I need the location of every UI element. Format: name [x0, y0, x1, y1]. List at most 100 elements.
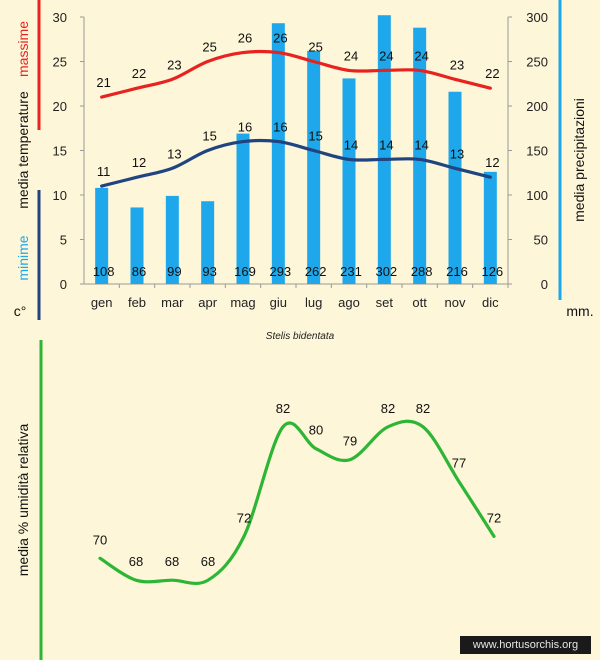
precipitation-bar — [165, 195, 179, 284]
max-temperature-label: 25 — [308, 40, 322, 55]
precipitation-bar — [271, 23, 285, 284]
min-temperature-label: 14 — [379, 137, 393, 152]
min-temperature-label: 16 — [238, 120, 252, 135]
precipitation-label: 262 — [305, 264, 327, 279]
humidity-label: 68 — [201, 554, 215, 569]
left-tick-label: 15 — [53, 144, 67, 159]
x-tick-label: set — [376, 295, 394, 310]
x-tick-label: gen — [91, 295, 113, 310]
x-tick-label: mag — [230, 295, 255, 310]
precipitation-bar — [236, 133, 250, 284]
precipitation-label: 86 — [132, 264, 146, 279]
precipitation-label: 216 — [446, 264, 468, 279]
left-tick-label: 10 — [53, 188, 67, 203]
precipitation-bar — [342, 78, 356, 284]
x-tick-label: apr — [198, 295, 217, 310]
precipitation-bar — [448, 91, 462, 284]
max-temperature-label: 22 — [485, 66, 499, 81]
max-temperature-label: 23 — [450, 57, 464, 72]
right-tick-label: 300 — [526, 10, 548, 25]
max-temperature-label: 24 — [414, 48, 428, 63]
min-temperature-line — [100, 138, 492, 188]
min-legend-label: minime — [15, 235, 31, 280]
x-tick-label: lug — [305, 295, 322, 310]
min-temperature-label: 16 — [273, 120, 287, 135]
precipitation-bar — [130, 207, 144, 284]
humidity-line — [98, 419, 496, 585]
max-temperature-label: 26 — [238, 31, 252, 46]
precipitation-bar — [95, 187, 109, 284]
max-temperature-line — [100, 49, 492, 99]
left-tick-label: 20 — [53, 99, 67, 114]
chart-subtitle: Stelis bidentata — [265, 331, 335, 342]
left-tick-label: 30 — [53, 10, 67, 25]
precipitation-bar — [307, 50, 321, 284]
precipitation-label: 231 — [340, 264, 362, 279]
max-temperature-label: 24 — [379, 48, 393, 63]
max-temperature-label: 23 — [167, 57, 181, 72]
humidity-label: 70 — [93, 532, 107, 547]
right-tick-label: 50 — [534, 233, 548, 248]
precipitation-bar — [377, 15, 391, 284]
temperature-unit-label: c° — [14, 303, 27, 319]
max-temperature-label: 21 — [96, 75, 110, 90]
right-tick-label: 100 — [526, 188, 548, 203]
precipitation-bar — [201, 201, 215, 284]
precipitation-label: 302 — [375, 264, 397, 279]
left-tick-label: 5 — [60, 233, 67, 248]
watermark: www.hortusorchis.org — [460, 636, 591, 654]
max-temperature-label: 26 — [273, 31, 287, 46]
x-tick-label: giu — [270, 295, 287, 310]
precipitation-label: 93 — [202, 264, 216, 279]
humidity-label: 72 — [237, 510, 251, 525]
min-temperature-label: 11 — [97, 164, 111, 179]
humidity-label: 82 — [381, 401, 395, 416]
humidity-label: 82 — [416, 401, 430, 416]
min-temperature-label: 12 — [485, 155, 499, 170]
min-temperature-label: 15 — [202, 129, 216, 144]
left-tick-label: 0 — [60, 277, 67, 292]
humidity-label: 77 — [452, 456, 466, 471]
x-tick-label: ott — [412, 295, 427, 310]
humidity-label: 79 — [343, 434, 357, 449]
max-legend-label: massime — [15, 21, 31, 77]
temperature-axis-label: media temperature — [15, 91, 31, 209]
precipitation-label: 288 — [411, 264, 433, 279]
right-tick-label: 0 — [541, 277, 548, 292]
humidity-label: 82 — [276, 401, 290, 416]
min-temperature-label: 12 — [132, 155, 146, 170]
max-temperature-label: 22 — [132, 66, 146, 81]
precipitation-bar — [413, 27, 427, 285]
right-tick-label: 150 — [526, 144, 548, 159]
humidity-label: 80 — [309, 423, 323, 438]
precipitation-label: 108 — [93, 264, 115, 279]
x-tick-label: mar — [161, 295, 184, 310]
precipitation-bar — [483, 171, 497, 284]
precipitation-axis-label: media precipitazioni — [571, 98, 587, 222]
max-temperature-label: 24 — [344, 48, 358, 63]
x-tick-label: dic — [482, 295, 499, 310]
max-temperature-label: 25 — [202, 40, 216, 55]
precipitation-label: 169 — [234, 264, 256, 279]
x-tick-label: ago — [338, 295, 360, 310]
precipitation-unit-label: mm. — [566, 303, 593, 319]
min-temperature-label: 13 — [450, 146, 464, 161]
precipitation-label: 99 — [167, 264, 181, 279]
min-temperature-label: 13 — [167, 146, 181, 161]
humidity-label: 72 — [487, 510, 501, 525]
precipitation-label: 126 — [481, 264, 503, 279]
x-tick-label: feb — [128, 295, 146, 310]
precipitation-label: 293 — [269, 264, 291, 279]
humidity-label: 68 — [165, 554, 179, 569]
humidity-label: 68 — [129, 554, 143, 569]
x-tick-label: nov — [445, 295, 466, 310]
left-tick-label: 25 — [53, 55, 67, 70]
right-tick-label: 250 — [526, 55, 548, 70]
min-temperature-label: 14 — [344, 137, 358, 152]
right-tick-label: 200 — [526, 99, 548, 114]
humidity-axis-label: media % umidità relativa — [15, 424, 31, 577]
min-temperature-label: 14 — [414, 137, 428, 152]
min-temperature-label: 15 — [308, 129, 322, 144]
